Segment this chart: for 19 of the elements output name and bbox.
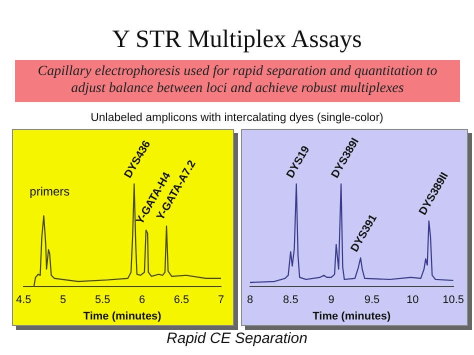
annotation: primers <box>30 184 70 198</box>
x-tick-label: 9 <box>328 294 334 306</box>
chart-subtitle: Capillary electrophoresis used for rapid separation and quantitation to adjust balance between loci and achieve robust multiplexes <box>15 60 460 102</box>
text: Rapid CE Separation <box>166 330 308 347</box>
text: Unlabeled amplicons with intercalating dyes (single-color) <box>90 112 384 124</box>
x-tick-label: 10.5 <box>442 294 464 306</box>
x-axis-title: Time (minutes) <box>83 310 162 322</box>
x-tick-label: 5.5 <box>94 294 110 306</box>
x-axis-title: Time (minutes) <box>312 310 391 322</box>
x-tick-label: 7 <box>218 294 224 306</box>
x-tick-label: 6 <box>138 294 146 306</box>
x-tick-label: 10 <box>406 294 419 306</box>
x-tick-label: 9.5 <box>364 294 380 306</box>
x-tick-label: 8.5 <box>283 294 298 306</box>
x-tick-label: 5 <box>60 294 66 306</box>
x-tick-label: 4.5 <box>16 294 32 306</box>
x-tick-label: 8 <box>246 294 254 306</box>
x-tick-label: 6.5 <box>174 294 190 306</box>
chart-title: Y STR Multiplex Assays <box>111 26 363 54</box>
